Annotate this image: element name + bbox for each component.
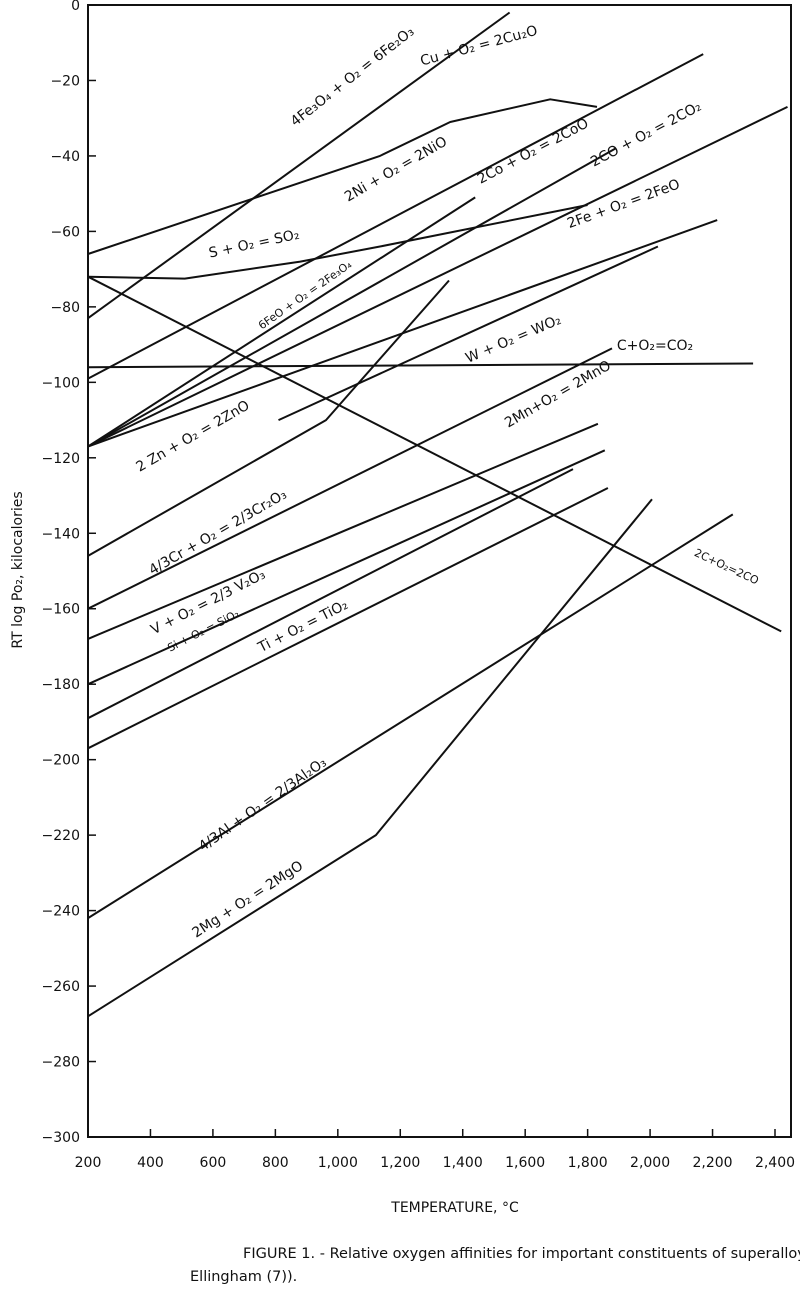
series-label-4-3cr-o-2-3cr-o: 4/3Cr + O₂ = 2/3Cr₂O₃ xyxy=(146,487,289,579)
y-tick-label: −220 xyxy=(42,828,80,844)
series-line-2mn-o-2mno xyxy=(87,422,599,640)
y-tick-label: −300 xyxy=(42,1130,80,1146)
x-tick-label: 2,400 xyxy=(755,1155,795,1171)
x-tick-label: 1,600 xyxy=(505,1155,545,1171)
y-tick-label: −260 xyxy=(42,979,80,995)
x-tick-label: 1,800 xyxy=(568,1155,608,1171)
x-tick-label: 600 xyxy=(200,1155,227,1171)
y-tick-label: −280 xyxy=(42,1055,80,1071)
series-line-s-o-so xyxy=(87,204,588,280)
series-labels: 4Fe₃O₄ + O₂ = 6Fe₂O₃ Cu + O₂ = 2Cu₂O 2Co +… xyxy=(134,23,762,942)
series-label-w-o-wo: W + O₂ = WO₂ xyxy=(463,312,563,367)
figure-caption-line-2: Ellingham (7)). xyxy=(190,1269,297,1285)
series-line-2-zn-o-2zno xyxy=(87,279,450,557)
x-tick-label: 1,000 xyxy=(318,1155,358,1171)
y-tick-label: −140 xyxy=(42,526,80,542)
series-lines xyxy=(87,11,788,1018)
series-line-v-o-2-3-v-o xyxy=(87,449,606,686)
series-line-2ni-o-2nio xyxy=(87,147,617,448)
series-line-w-o-wo xyxy=(278,245,659,422)
y-tick-label: −180 xyxy=(42,677,80,693)
series-label-c-o-co: C+O₂=CO₂ xyxy=(617,338,693,354)
series-label-2fe-o-2feo: 2Fe + O₂ = 2FeO xyxy=(565,176,682,232)
plot-frame xyxy=(87,4,792,1138)
y-tick-label: −100 xyxy=(42,375,80,391)
series-line-4fe-o-o-6fe-o xyxy=(87,11,511,320)
series-line-2co-o-2co xyxy=(87,106,788,448)
y-tick-label: −240 xyxy=(42,904,80,920)
series-label-6feo-o-2fe-o: 6FeO + O₂ = 2Fe₃O₄ xyxy=(256,258,355,332)
x-axis-label: TEMPERATURE, °C xyxy=(390,1200,519,1216)
series-label-2ni-o-2nio: 2Ni + O₂ = 2NiO xyxy=(342,134,450,206)
series-line-4-3al-o-2-3al-o xyxy=(87,513,734,919)
series-line-c-o-co xyxy=(87,362,754,369)
x-tick-label: 200 xyxy=(75,1155,102,1171)
x-tick-label: 1,400 xyxy=(443,1155,483,1171)
series-label-4-3al-o-2-3al-o: 4/3Al + O₂ = 2/3Al₂O₃ xyxy=(196,755,330,855)
y-axis-label: RT log Po₂, kilocalories xyxy=(10,491,26,648)
x-tick-label: 2,200 xyxy=(692,1155,732,1171)
y-tick-label: −60 xyxy=(50,224,80,240)
series-line-2mg-o-2mgo xyxy=(87,498,653,1018)
series-label-ti-o-tio: Ti + O₂ = TiO₂ xyxy=(255,597,351,656)
x-tick-label: 800 xyxy=(262,1155,289,1171)
series-line-cu-o-2cu-o xyxy=(87,98,598,255)
series-line-si-o-sio xyxy=(87,468,574,720)
series-label-2co-o-2co: 2CO + O₂ = 2CO₂ xyxy=(588,99,704,171)
x-tick-label: 1,200 xyxy=(380,1155,420,1171)
y-tick-label: −80 xyxy=(50,300,80,316)
series-line-4-3cr-o-2-3cr-o xyxy=(87,347,613,610)
x-tick-label: 2,000 xyxy=(630,1155,670,1171)
y-tick-label: −20 xyxy=(50,73,80,89)
figure-caption-line-1: FIGURE 1. - Relative oxygen affinities f… xyxy=(243,1246,800,1262)
y-axis: 0 −20 −40 −60 −80 −100 −120 −140 −160 −180 −200 −22… xyxy=(42,0,96,1146)
series-line-2co-o-2coo xyxy=(87,53,704,380)
y-tick-label: −40 xyxy=(50,149,80,165)
series-label-cu-o-2cu-o: Cu + O₂ = 2Cu₂O xyxy=(419,23,540,70)
y-tick-label: −120 xyxy=(42,451,80,467)
series-label-2mg-o-2mgo: 2Mg + O₂ = 2MgO xyxy=(190,858,307,941)
series-label-4fe-o-o-6fe-o: 4Fe₃O₄ + O₂ = 6Fe₂O₃ xyxy=(288,24,418,130)
series-label-2co-o-2coo: 2Co + O₂ = 2CoO xyxy=(475,115,591,187)
y-tick-label: −160 xyxy=(42,602,80,618)
series-line-6feo-o-2fe-o xyxy=(87,196,476,448)
series-line-2c-o-2co xyxy=(87,275,782,633)
series-label-s-o-so: S + O₂ = SO₂ xyxy=(207,227,301,262)
x-tick-label: 400 xyxy=(137,1155,164,1171)
y-tick-label: 0 xyxy=(71,0,80,14)
series-line-ti-o-tio xyxy=(87,487,609,750)
y-tick-label: −200 xyxy=(42,753,80,769)
series-label-2c-o-2co: 2C+O₂=2CO xyxy=(692,546,761,587)
x-axis: 200 400 600 800 1,000 1,200 1,400 1,600 1,800 2,0… xyxy=(75,1129,795,1171)
